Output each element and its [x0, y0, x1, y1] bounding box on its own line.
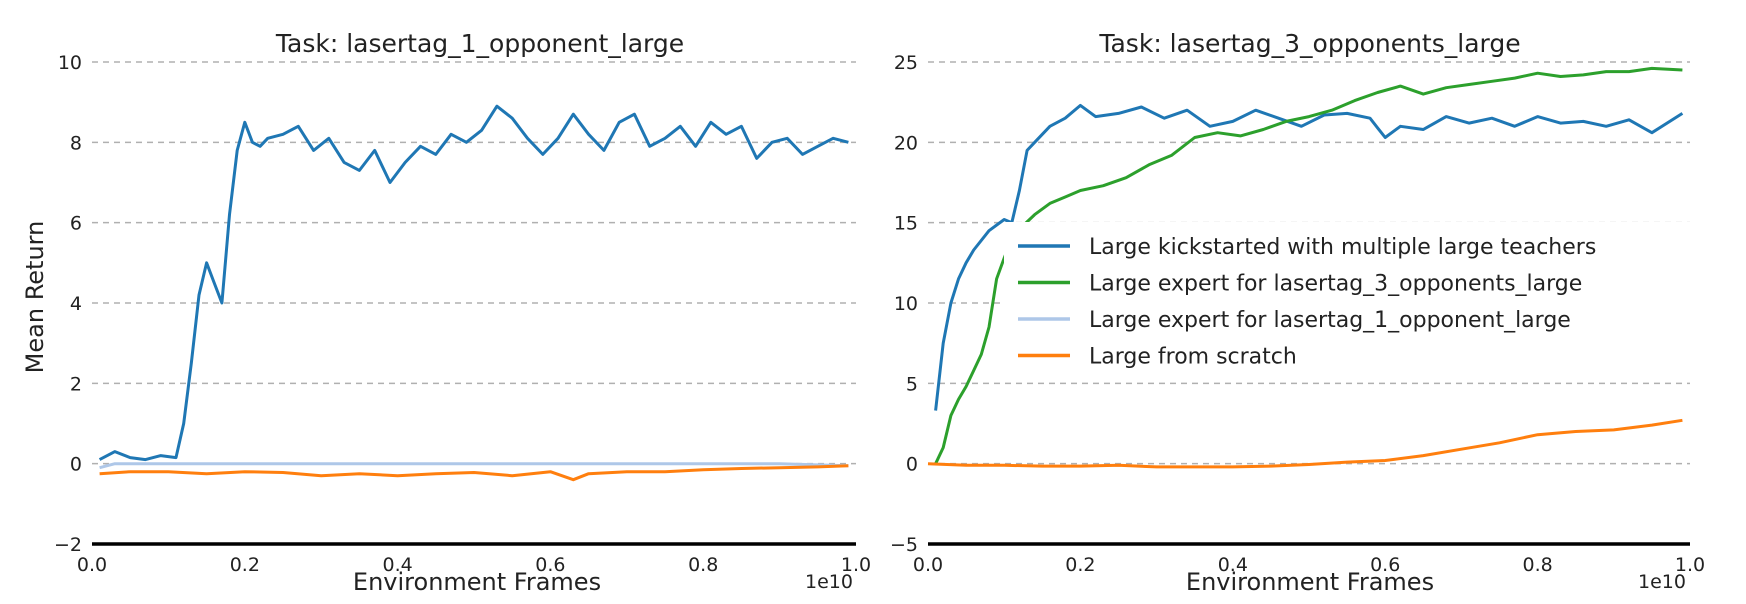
x-tick-label: 0.2 — [1065, 554, 1095, 576]
series-line — [98, 104, 849, 462]
series-line — [99, 464, 849, 482]
y-tick-label: 10 — [894, 293, 918, 315]
panel-2-y-ticks: −5 0 5 10 15 20 25 — [890, 52, 918, 556]
x-tick-label: 0.6 — [535, 554, 565, 576]
y-tick-label: 4 — [70, 293, 82, 315]
panel-1-x-axis-label: Environment Frames — [353, 568, 601, 596]
x-tick-label: 0.4 — [382, 554, 412, 576]
legend-label: Large expert for lasertag_1_opponent_lar… — [1089, 308, 1571, 333]
x-tick-label: 0.6 — [1370, 554, 1400, 576]
y-tick-label: 0 — [906, 454, 918, 476]
panel-2-x-offset-text: 1e10 — [1638, 571, 1686, 593]
y-tick-label: −2 — [54, 534, 82, 556]
panel-1-series — [98, 104, 849, 482]
y-tick-label: 2 — [70, 373, 82, 395]
x-tick-label: 1.0 — [841, 554, 871, 576]
y-tick-label: 5 — [906, 373, 918, 395]
legend-label: Large kickstarted with multiple large te… — [1089, 235, 1596, 260]
panel-1-gridlines — [92, 61, 856, 546]
y-axis-label: Mean Return — [21, 221, 49, 374]
panel-2-series — [927, 66, 1684, 469]
panel-1-x-offset-text: 1e10 — [805, 571, 853, 593]
series-line — [927, 418, 1683, 469]
panel-lasertag-1-opponent: Task: lasertag_1_opponent_large −2 0 2 4 6 8 1… — [54, 29, 871, 596]
x-tick-label: 1.0 — [1675, 554, 1705, 576]
series-line — [934, 103, 1684, 411]
x-tick-label: 0.4 — [1218, 554, 1248, 576]
legend: Large kickstarted with multiple large te… — [1004, 222, 1690, 374]
panel-2-x-ticks: 0.0 0.2 0.4 0.6 0.8 1.0 — [913, 554, 1705, 576]
panel-lasertag-3-opponents: Task: lasertag_3_opponents_large −5 0 5 10 1… — [890, 29, 1705, 596]
legend-label: Large from scratch — [1089, 345, 1297, 370]
x-tick-label: 0.0 — [77, 554, 107, 576]
x-tick-label: 0.8 — [688, 554, 718, 576]
y-tick-label: 0 — [70, 454, 82, 476]
y-tick-label: −5 — [890, 534, 918, 556]
panel-1-y-ticks: −2 0 2 4 6 8 10 — [54, 52, 82, 556]
x-tick-label: 0.0 — [913, 554, 943, 576]
series-line — [934, 66, 1683, 465]
legend-label: Large expert for lasertag_3_opponents_la… — [1089, 272, 1582, 297]
y-tick-label: 10 — [58, 52, 82, 74]
panel-1-title: Task: lasertag_1_opponent_large — [275, 29, 684, 58]
x-tick-label: 0.8 — [1522, 554, 1552, 576]
y-tick-label: 20 — [894, 132, 918, 154]
series-line — [99, 462, 849, 470]
y-tick-label: 6 — [70, 213, 82, 235]
y-tick-label: 8 — [70, 132, 82, 154]
y-tick-label: 15 — [894, 213, 918, 235]
x-tick-label: 0.2 — [230, 554, 260, 576]
legend-background — [1004, 222, 1690, 374]
panel-1-x-ticks: 0.0 0.2 0.4 0.6 0.8 1.0 — [77, 554, 871, 576]
y-tick-label: 25 — [894, 52, 918, 74]
panel-2-title: Task: lasertag_3_opponents_large — [1098, 29, 1520, 58]
panel-2-x-axis-label: Environment Frames — [1186, 568, 1434, 596]
